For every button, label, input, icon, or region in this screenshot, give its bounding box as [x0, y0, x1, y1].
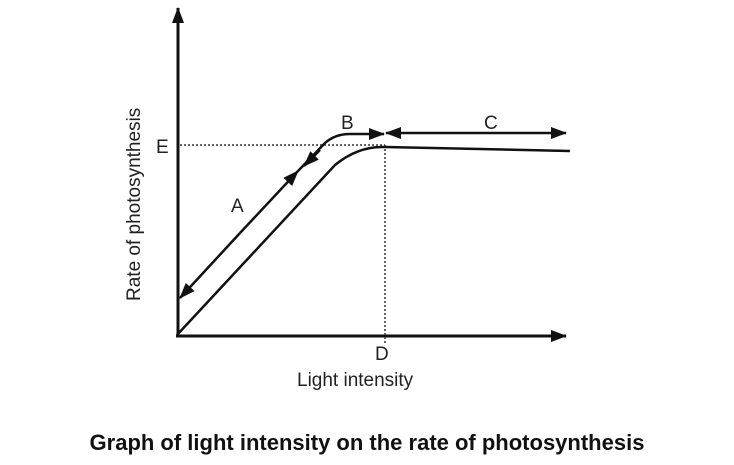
label-c: C: [484, 113, 498, 134]
arrow-a-lower: [179, 232, 241, 299]
label-d: D: [375, 344, 389, 365]
arrow-a-continue: [297, 132, 351, 172]
arrow-a-down: [303, 149, 321, 167]
y-axis-label: Rate of photosynthesis: [124, 108, 145, 301]
label-b: B: [341, 113, 354, 134]
figure-caption: Graph of light intensity on the rate of …: [89, 430, 645, 455]
rate-curve: [176, 145, 571, 336]
label-a: A: [231, 196, 244, 217]
x-axis-label: Light intensity: [297, 370, 414, 391]
label-e: E: [156, 137, 169, 158]
arrow-a-upper: [239, 170, 299, 234]
